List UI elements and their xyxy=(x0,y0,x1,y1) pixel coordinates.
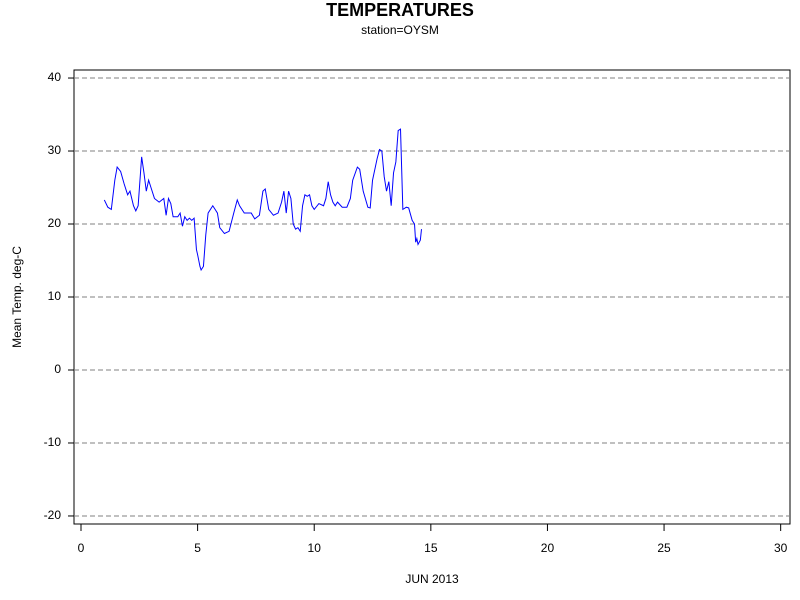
chart-subtitle: station=OYSM xyxy=(361,23,439,37)
y-tick-label: 30 xyxy=(48,143,62,157)
data-line xyxy=(103,128,422,272)
y-tick-label: 0 xyxy=(54,362,61,376)
y-tick-label: -10 xyxy=(44,435,62,449)
x-axis-label: JUN 2013 xyxy=(405,572,459,586)
x-tick-label: 15 xyxy=(424,541,438,555)
y-tick-label: -20 xyxy=(44,508,62,522)
y-axis-label: Mean Temp. deg-C xyxy=(10,246,24,348)
x-tick-label: 25 xyxy=(657,541,671,555)
y-tick-label: 10 xyxy=(48,289,62,303)
x-tick-label: 0 xyxy=(78,541,85,555)
x-tick-label: 20 xyxy=(541,541,555,555)
x-tick-label: 30 xyxy=(774,541,788,555)
y-tick-label: 20 xyxy=(48,216,62,230)
x-tick-label: 10 xyxy=(308,541,322,555)
y-tick-label: 40 xyxy=(48,70,62,84)
x-tick-label: 5 xyxy=(194,541,201,555)
chart-title: TEMPERATURES xyxy=(326,0,474,20)
